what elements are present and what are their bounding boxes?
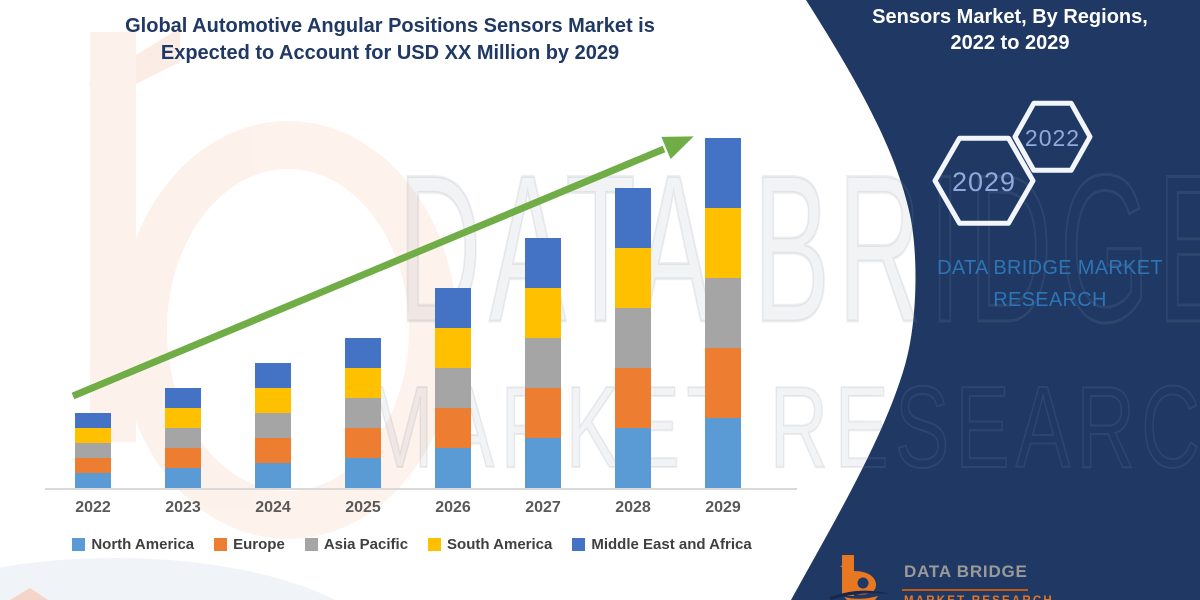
- bar-2024: [255, 363, 291, 488]
- side-panel-heading-line2: 2022 to 2029: [950, 32, 1070, 54]
- logo-tagline-text: MARKET RESEARCH: [904, 595, 1054, 600]
- bar-2027: [525, 238, 561, 488]
- x-axis-label-2029: 2029: [705, 499, 741, 516]
- legend-swatch: [304, 538, 318, 551]
- bar-segment-europe: [615, 368, 651, 428]
- bar-segment-europe: [525, 388, 561, 438]
- x-axis-label-2025: 2025: [345, 499, 381, 516]
- bar-segment-south-america: [165, 408, 201, 428]
- bar-segment-middle-east-and-africa: [75, 413, 111, 428]
- bar-segment-south-america: [705, 208, 741, 278]
- legend-label: Middle East and Africa: [591, 536, 752, 553]
- bar-2028: [615, 188, 651, 488]
- bar-segment-north-america: [255, 463, 291, 488]
- bar-segment-south-america: [255, 388, 291, 413]
- data-bridge-logo-icon: [830, 555, 890, 600]
- trend-arrowhead: [661, 136, 694, 160]
- bar-segment-north-america: [705, 418, 741, 488]
- brand-text: DATA BRIDGE MARKET RESEARCH: [937, 257, 1163, 311]
- bar-segment-north-america: [165, 468, 201, 488]
- bar-segment-south-america: [525, 288, 561, 338]
- hexagon-2022-label: 2022: [1025, 125, 1080, 151]
- bar-segment-europe: [75, 458, 111, 473]
- legend-swatch: [572, 538, 586, 551]
- x-axis-label-2024: 2024: [255, 499, 291, 516]
- hexagon-2029-label: 2029: [952, 167, 1016, 197]
- bar-segment-middle-east-and-africa: [165, 388, 201, 408]
- bar-segment-europe: [255, 438, 291, 463]
- bar-segment-north-america: [525, 438, 561, 488]
- bar-segment-asia-pacific: [75, 443, 111, 458]
- legend-item-north-america: North America: [72, 536, 194, 553]
- hexagon-2029: [932, 135, 1036, 226]
- x-axis-line: [45, 488, 797, 490]
- bar-segment-north-america: [75, 473, 111, 488]
- chart-title-line2: Expected to Account for USD XX Million b…: [160, 42, 620, 64]
- logo-brand-text: DATA BRIDGE: [904, 562, 1028, 581]
- bar-segment-south-america: [345, 368, 381, 398]
- x-axis-label-2026: 2026: [435, 499, 471, 516]
- bar-segment-middle-east-and-africa: [525, 238, 561, 288]
- side-panel-heading-line1: Sensors Market, By Regions,: [872, 6, 1148, 28]
- legend-swatch: [214, 538, 228, 551]
- hexagon-2022: [1012, 100, 1093, 173]
- bar-segment-asia-pacific: [615, 308, 651, 368]
- bar-2026: [435, 288, 471, 488]
- legend-label: North America: [91, 536, 195, 553]
- bar-segment-middle-east-and-africa: [615, 188, 651, 248]
- side-panel-heading: Sensors Market, By Regions, 2022 to 2029: [848, 4, 1172, 56]
- legend-label: Europe: [233, 536, 285, 553]
- bar-2029: [705, 138, 741, 488]
- legend-item-south-america: South America: [428, 536, 552, 553]
- bar-segment-asia-pacific: [165, 428, 201, 448]
- legend-swatch: [428, 538, 442, 551]
- bar-segment-north-america: [345, 458, 381, 488]
- bar-segment-asia-pacific: [255, 413, 291, 438]
- chart-title-line1: Global Automotive Angular Positions Sens…: [125, 15, 655, 37]
- legend-item-middle-east-and-africa: Middle East and Africa: [572, 536, 752, 553]
- bar-segment-asia-pacific: [435, 368, 471, 408]
- bar-2023: [165, 388, 201, 488]
- bar-segment-middle-east-and-africa: [705, 138, 741, 208]
- bar-segment-north-america: [615, 428, 651, 488]
- legend-label: Asia Pacific: [323, 536, 409, 553]
- x-axis-label-2023: 2023: [165, 499, 201, 516]
- bar-segment-south-america: [75, 428, 111, 443]
- legend-item-asia-pacific: Asia Pacific: [304, 536, 409, 553]
- bar-segment-middle-east-and-africa: [345, 338, 381, 368]
- bar-segment-south-america: [615, 248, 651, 308]
- legend-label: South America: [447, 536, 553, 553]
- chart-legend: North America Europe Asia Pacific South Ame…: [38, 536, 786, 553]
- bar-segment-europe: [705, 348, 741, 418]
- bar-segment-europe: [435, 408, 471, 448]
- legend-swatch: [72, 538, 86, 551]
- bar-segment-middle-east-and-africa: [435, 288, 471, 328]
- data-bridge-logo: DATA BRIDGE MARKET RESEARCH: [830, 553, 1110, 600]
- logo-underline: [902, 589, 1028, 591]
- bar-2025: [345, 338, 381, 488]
- legend-item-europe: Europe: [214, 536, 285, 553]
- x-axis-label-2027: 2027: [525, 499, 561, 516]
- bar-segment-middle-east-and-africa: [255, 363, 291, 388]
- x-axis-label-2028: 2028: [615, 499, 651, 516]
- bar-segment-europe: [165, 448, 201, 468]
- bar-segment-asia-pacific: [705, 278, 741, 348]
- bar-segment-south-america: [435, 328, 471, 368]
- bar-segment-asia-pacific: [525, 338, 561, 388]
- bar-segment-asia-pacific: [345, 398, 381, 428]
- chart-title: Global Automotive Angular Positions Sens…: [88, 13, 692, 67]
- bar-2022: [75, 413, 111, 488]
- bar-segment-europe: [345, 428, 381, 458]
- bar-segment-north-america: [435, 448, 471, 488]
- x-axis-label-2022: 2022: [75, 499, 111, 516]
